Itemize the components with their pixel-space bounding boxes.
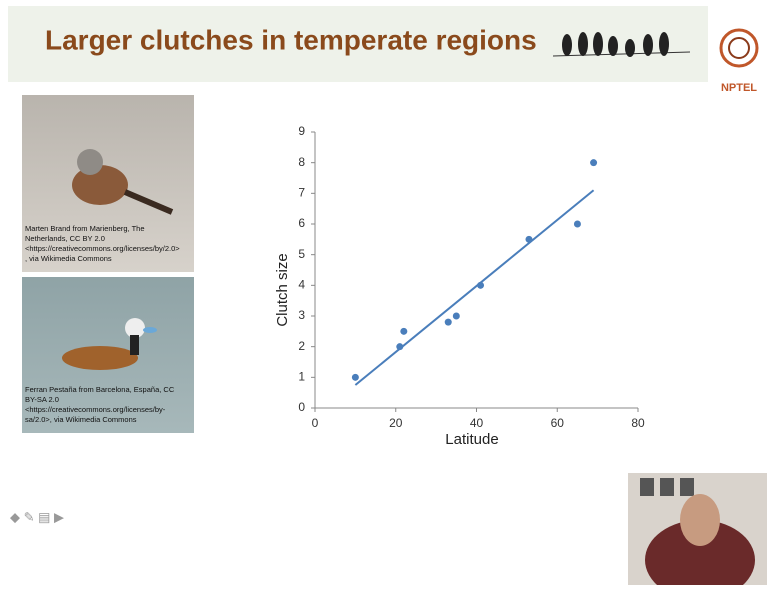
point (590, 159, 598, 167)
point (525, 235, 533, 243)
y-tick-label: 1 (298, 370, 305, 384)
point (573, 220, 581, 228)
x-tick-label: 80 (631, 416, 645, 430)
frame (640, 478, 654, 496)
nptel-logo: NPTEL (719, 28, 759, 94)
photo-caption: Ferran Pestaña from Barcelona, España, C… (25, 385, 175, 394)
x-tick-label: 60 (551, 416, 565, 430)
y-tick-label: 6 (298, 216, 305, 230)
x-tick-label: 0 (312, 416, 319, 430)
face (680, 494, 720, 546)
point (444, 318, 452, 326)
y-tick-label: 0 (298, 400, 305, 414)
photo-caption: Netherlands, CC BY 2.0 (25, 234, 105, 243)
x-tick-label: 40 (470, 416, 484, 430)
point (400, 327, 408, 335)
nav-icons[interactable]: ◆ ✎ ▤ ▶ (10, 509, 64, 524)
title-bar (8, 6, 708, 82)
photo-caption: <https://creativecommons.org/licenses/by… (25, 405, 166, 414)
y-tick-label: 9 (298, 124, 305, 138)
y-tick-label: 8 (298, 155, 305, 169)
photo-caption: <https://creativecommons.org/licenses/by… (25, 244, 180, 253)
frame (680, 478, 694, 496)
duck (62, 318, 157, 370)
x-axis-label: Latitude (445, 431, 498, 448)
photo-caption: , via Wikimedia Commons (25, 254, 112, 263)
y-tick-label: 7 (298, 186, 305, 200)
y-tick-label: 5 (298, 247, 305, 261)
y-tick-label: 4 (298, 278, 305, 292)
birds-icon (552, 32, 691, 57)
person (645, 520, 755, 590)
y-axis-label: Clutch size (274, 253, 291, 326)
x-tick-label: 20 (389, 416, 403, 430)
y-tick-label: 2 (298, 339, 305, 353)
y-tick-label: 3 (298, 308, 305, 322)
sparrow (72, 149, 174, 215)
logo-text: NPTEL (721, 82, 757, 94)
photo-caption: BY-SA 2.0 (25, 395, 59, 404)
photo-caption: Marten Brand from Marienberg, The (25, 224, 145, 233)
point (477, 281, 485, 289)
trendline (354, 189, 595, 386)
photo-caption: sa/2.0>, via Wikimedia Commons (25, 415, 137, 424)
slide-title: Larger clutches in temperate regions (45, 24, 537, 55)
frame (660, 478, 674, 496)
point (452, 312, 460, 320)
point (396, 343, 404, 351)
point (351, 373, 359, 381)
